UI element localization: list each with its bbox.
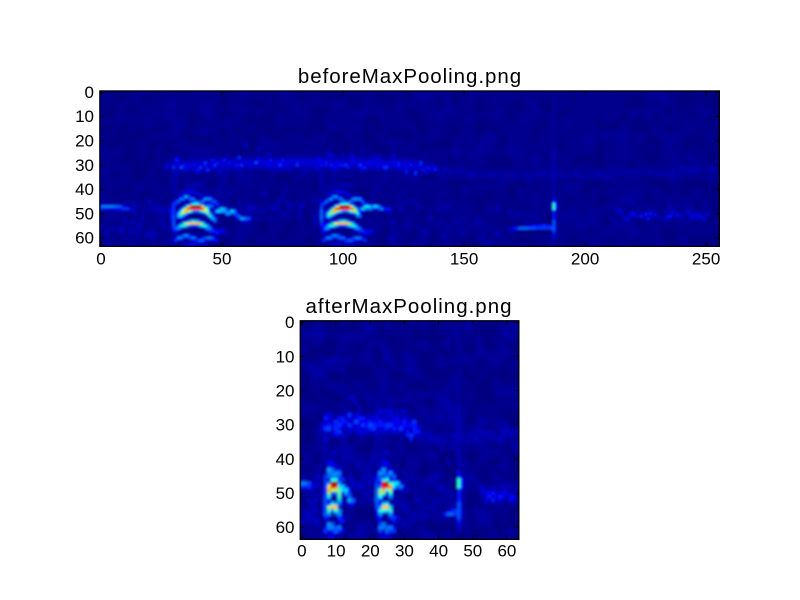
svg-text:50: 50: [463, 542, 482, 561]
svg-text:30: 30: [75, 156, 94, 175]
svg-text:50: 50: [213, 250, 232, 269]
svg-text:0: 0: [96, 250, 105, 269]
svg-text:100: 100: [329, 250, 357, 269]
svg-text:30: 30: [395, 542, 414, 561]
svg-text:150: 150: [450, 250, 478, 269]
svg-text:60: 60: [497, 542, 516, 561]
svg-text:50: 50: [276, 484, 295, 503]
svg-text:60: 60: [75, 229, 94, 248]
svg-text:10: 10: [327, 542, 346, 561]
svg-text:40: 40: [429, 542, 448, 561]
svg-text:0: 0: [285, 313, 294, 332]
svg-text:10: 10: [75, 107, 94, 126]
svg-text:0: 0: [85, 83, 94, 102]
svg-text:20: 20: [361, 542, 380, 561]
svg-text:60: 60: [276, 518, 295, 537]
svg-text:20: 20: [276, 382, 295, 401]
svg-text:10: 10: [276, 347, 295, 366]
svg-text:40: 40: [276, 450, 295, 469]
svg-text:beforeMaxPooling.png: beforeMaxPooling.png: [298, 65, 522, 88]
svg-text:40: 40: [75, 180, 94, 199]
svg-text:30: 30: [276, 416, 295, 435]
svg-text:200: 200: [571, 250, 599, 269]
svg-text:0: 0: [297, 542, 306, 561]
svg-text:50: 50: [75, 204, 94, 223]
svg-text:afterMaxPooling.png: afterMaxPooling.png: [305, 295, 512, 318]
svg-text:250: 250: [692, 250, 720, 269]
svg-text:20: 20: [75, 132, 94, 151]
